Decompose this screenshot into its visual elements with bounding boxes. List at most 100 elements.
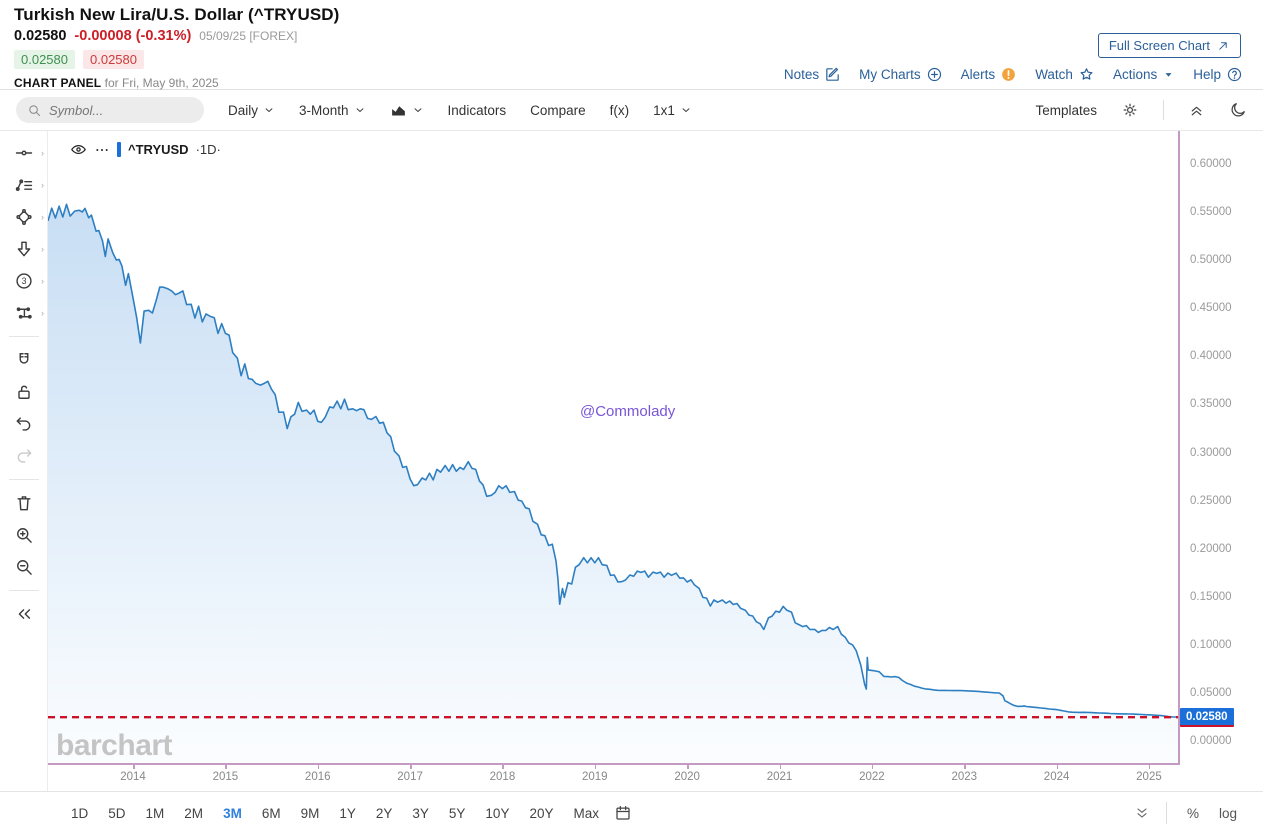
indicators-button[interactable]: Indicators: [447, 102, 507, 118]
frequency-menu[interactable]: Daily: [228, 103, 275, 118]
caret-down-icon: [1162, 68, 1175, 81]
arrows-tool[interactable]: ›: [0, 233, 47, 265]
chevrons-down-icon[interactable]: [1134, 805, 1150, 821]
symbol-input[interactable]: [49, 102, 179, 118]
chevron-down-icon: [354, 104, 366, 116]
x-axis-tick: [317, 765, 320, 769]
full-screen-chart-button[interactable]: Full Screen Chart: [1097, 33, 1241, 58]
unlock-toggle[interactable]: [0, 376, 47, 408]
trendline-icon: [14, 175, 34, 195]
session-info: 05/09/25 [FOREX]: [199, 29, 298, 43]
search-icon: [27, 103, 42, 118]
gear-icon[interactable]: [1121, 101, 1139, 119]
collapse-left-icon: [14, 604, 34, 624]
star-icon: [1078, 66, 1095, 83]
range-button-6m[interactable]: 6M: [261, 805, 281, 821]
x-axis-tick: [1056, 765, 1059, 769]
range-button-1m[interactable]: 1M: [145, 805, 165, 821]
y-axis-label: 0.40000: [1190, 350, 1232, 363]
range-button-20y[interactable]: 20Y: [529, 805, 554, 821]
fx-button[interactable]: f(x): [609, 102, 630, 118]
symbol-search[interactable]: [16, 97, 204, 123]
time-axis: 2014 2015 2016 2017 2018 2019 2020 2021 2022 2023…: [48, 765, 1180, 791]
dark-mode-moon-icon[interactable]: [1229, 101, 1247, 119]
ellipsis-icon[interactable]: [94, 142, 110, 158]
y-axis-label: 0.55000: [1190, 206, 1232, 219]
range-button-1y[interactable]: 1Y: [339, 805, 356, 821]
eye-icon[interactable]: [70, 141, 87, 158]
patterns-tool[interactable]: ›: [0, 297, 47, 329]
range-button-9m[interactable]: 9M: [300, 805, 320, 821]
magnet-toggle[interactable]: [0, 344, 47, 376]
drawings-tool[interactable]: ›: [0, 169, 47, 201]
range-button-3y[interactable]: 3Y: [412, 805, 429, 821]
range-menu[interactable]: 3-Month: [299, 103, 366, 118]
nav-link-help[interactable]: Help: [1193, 66, 1243, 83]
x-axis-tick: [410, 765, 412, 769]
price-chart[interactable]: [48, 131, 1178, 763]
price-row: 0.02580 -0.00008 (-0.31%) 05/09/25 [FORE…: [14, 28, 1249, 44]
shapes-tool[interactable]: ›: [0, 201, 47, 233]
x-axis-label: 2021: [766, 771, 793, 783]
range-button-2m[interactable]: 2M: [184, 805, 204, 821]
edit-icon: [824, 66, 841, 83]
layout-menu[interactable]: 1x1: [653, 103, 692, 118]
calendar-icon[interactable]: [614, 804, 632, 822]
log-scale-button[interactable]: log: [1218, 805, 1237, 821]
chart-plot-area[interactable]: ^TRYUSD ·1D· @Commolady barchart: [48, 131, 1180, 765]
svg-text:3: 3: [21, 276, 26, 286]
flyout-chevron-icon: ›: [41, 212, 44, 222]
nav-link-my-charts[interactable]: My Charts: [859, 66, 943, 83]
nav-link-actions[interactable]: Actions: [1113, 67, 1175, 82]
range-button-1d[interactable]: 1D: [71, 805, 89, 821]
legend-interval: ·1D·: [195, 142, 221, 157]
delete-drawings-button[interactable]: [0, 487, 47, 519]
range-button-max[interactable]: Max: [573, 805, 599, 821]
fibonacci-tool[interactable]: 3 ›: [0, 265, 47, 297]
y-axis-label: 0.15000: [1190, 590, 1232, 603]
y-axis-label: 0.10000: [1190, 638, 1232, 651]
question-circle-icon: [1226, 66, 1243, 83]
undo-button[interactable]: [0, 408, 47, 440]
x-axis-tick: [871, 765, 874, 769]
collapse-panel-icon[interactable]: [1188, 102, 1205, 119]
price-change: -0.00008 (-0.31%): [74, 28, 192, 44]
y-axis-label: 0.60000: [1190, 158, 1232, 170]
x-axis-label: 2014: [120, 771, 146, 783]
range-button-5y[interactable]: 5Y: [448, 805, 466, 821]
nav-link-watch[interactable]: Watch: [1035, 66, 1095, 83]
zoom-out-button[interactable]: [0, 551, 47, 583]
templates-button[interactable]: Templates: [1035, 102, 1097, 118]
y-axis-label: 0.50000: [1190, 254, 1232, 267]
y-axis-label: 0.35000: [1190, 398, 1232, 411]
collapse-sidebar-button[interactable]: [0, 598, 47, 630]
redo-button[interactable]: [0, 440, 47, 472]
flyout-chevron-icon: ›: [41, 148, 44, 158]
toolbar-divider: [1163, 100, 1164, 120]
ask-badge: 0.02580: [83, 50, 144, 69]
percent-scale-button[interactable]: %: [1186, 805, 1199, 821]
chevron-down-icon: [680, 104, 692, 116]
drawing-tools-sidebar: › › › › 3 › ›: [0, 131, 48, 791]
range-button-5d[interactable]: 5D: [108, 805, 126, 821]
range-button-10y[interactable]: 10Y: [485, 805, 510, 821]
nav-link-alerts[interactable]: Alerts: [961, 66, 1018, 83]
chevron-down-icon: [412, 104, 424, 116]
range-button-2y[interactable]: 2Y: [375, 805, 393, 821]
chart-type-menu[interactable]: [390, 102, 424, 119]
cursor-tool[interactable]: ›: [0, 137, 47, 169]
y-axis-label: 0.45000: [1190, 302, 1232, 315]
bid-badge: 0.02580: [14, 50, 75, 69]
x-axis-label: 2022: [859, 771, 885, 783]
area-chart-icon: [390, 102, 407, 119]
range-button-3m[interactable]: 3M: [223, 805, 242, 821]
undo-icon: [14, 414, 34, 434]
zoom-in-button[interactable]: [0, 519, 47, 551]
nav-link-notes[interactable]: Notes: [784, 66, 841, 83]
price-line: [48, 203, 1178, 718]
x-axis-label: 2023: [951, 771, 978, 783]
zoom-in-icon: [14, 525, 34, 545]
series-color-bar: [117, 142, 121, 157]
compare-button[interactable]: Compare: [530, 102, 586, 118]
chevron-down-icon: [263, 104, 275, 116]
